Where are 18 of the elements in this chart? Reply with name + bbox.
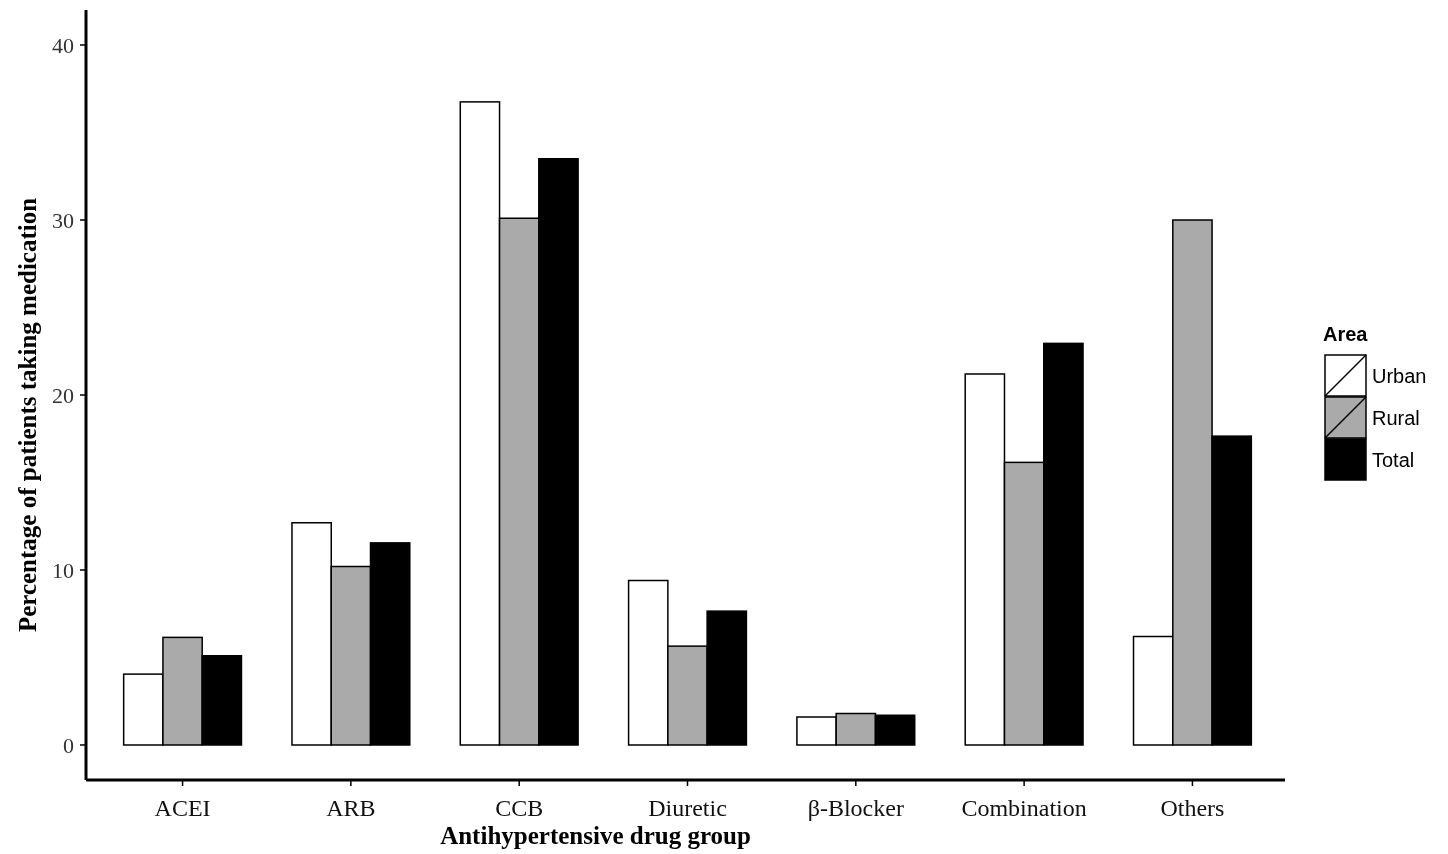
x-tick-label: ACEI <box>154 795 211 821</box>
x-axis-title: Antihypertensive drug group <box>440 822 751 849</box>
x-tick-label: ARB <box>326 795 376 821</box>
y-tick-label: 40 <box>52 32 74 58</box>
y-tick-label: 30 <box>52 207 74 233</box>
legend-label: Urban <box>1372 365 1427 387</box>
x-tick-label: CCB <box>495 795 544 821</box>
x-tick-label: Combination <box>961 795 1087 821</box>
x-tick-label: Others <box>1160 795 1225 821</box>
legend-label: Rural <box>1372 407 1420 429</box>
legend-title: Area <box>1323 323 1369 345</box>
y-tick-label: 20 <box>52 382 74 408</box>
y-axis-title: Percentage of patients taking medication <box>14 197 41 633</box>
x-tick-label: β-Blocker <box>807 795 904 821</box>
x-tick-label: Diuretic <box>648 795 727 821</box>
y-tick-label: 0 <box>63 732 74 758</box>
y-tick-label: 10 <box>52 557 74 583</box>
legend-label: Total <box>1372 449 1415 471</box>
